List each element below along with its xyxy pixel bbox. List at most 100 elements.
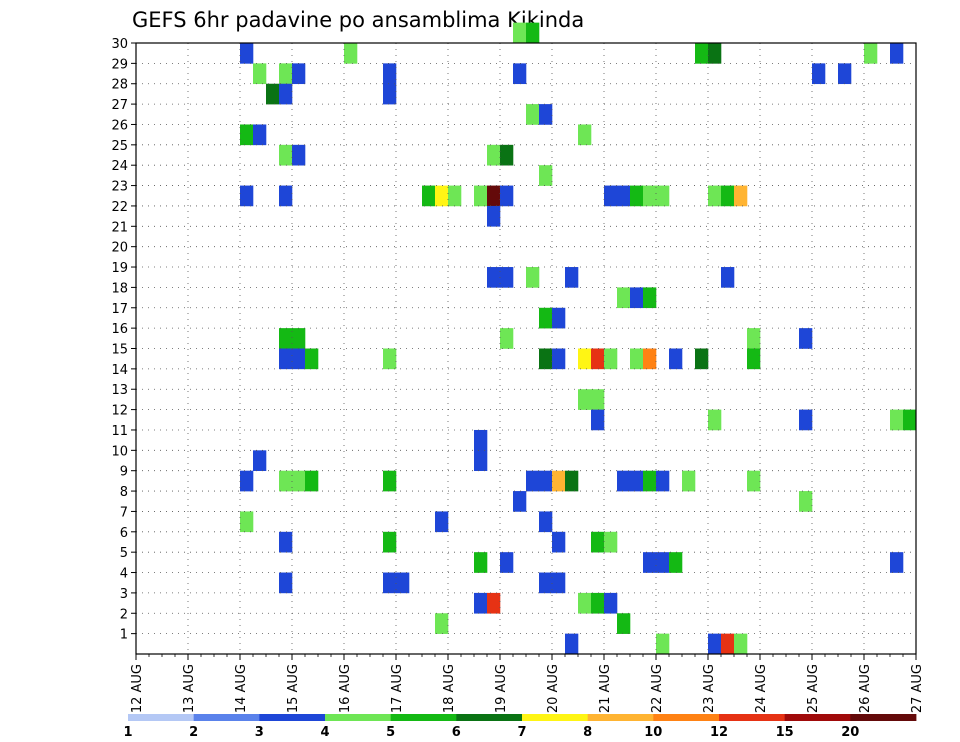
y-tick-label: 9 [120,465,128,480]
heatmap-cell [799,328,813,349]
y-tick-label: 4 [120,567,128,582]
y-tick-label: 28 [111,78,128,93]
y-tick-label: 23 [111,180,128,195]
heatmap-cell [292,348,306,370]
y-tick-label: 22 [111,200,128,215]
heatmap-cell [604,348,618,370]
heatmap-cell [305,470,319,492]
heatmap-cell [578,348,592,370]
x-tick-label: 23 AUG [702,664,717,713]
heatmap-cell [474,450,488,471]
colorbar-swatch [325,714,392,721]
heatmap-cell [539,470,553,492]
heatmap-cell [292,470,306,492]
x-tick-label: 25 AUG [806,664,821,713]
heatmap-cell [565,633,579,655]
heatmap-cell [474,552,488,573]
colorbar-label: 20 [841,725,859,740]
x-tick-label: 24 AUG [754,664,769,713]
x-tick-label: 12 AUG [130,664,145,713]
y-tick-label: 18 [111,281,128,296]
heatmap-cell [539,572,553,594]
y-tick-label: 24 [111,159,128,174]
colorbar-swatch [719,714,786,721]
heatmap-cell [643,185,657,207]
colorbar-label: 4 [320,725,329,740]
heatmap-cell [383,83,397,105]
heatmap-cell [448,185,462,207]
y-tick-label: 14 [111,363,128,378]
plot-grid [136,43,916,654]
heatmap-cell [539,307,553,329]
heatmap-cell [799,409,813,431]
heatmap-cell [240,124,254,146]
x-tick-label: 13 AUG [182,664,197,713]
colorbar-label: 2 [189,725,198,740]
heatmap-cell [708,633,722,655]
heatmap-cell [565,470,579,492]
y-tick-label: 6 [120,526,128,541]
heatmap-cell [630,470,644,492]
y-tick-label: 7 [120,505,128,520]
heatmap-cell [253,63,267,85]
heatmap-cell [656,633,670,655]
heatmap-cells [240,22,917,655]
heatmap-cell [487,592,501,614]
heatmap-cell [474,592,488,614]
heatmap-cell [383,348,397,370]
heatmap-cell [747,470,761,492]
heatmap-cell [903,409,917,431]
heatmap-cell [552,470,566,492]
chart-title: GEFS 6hr padavine po ansamblima Kikinda [132,8,584,32]
heatmap-cell [643,470,657,492]
x-tick-label: 27 AUG [910,664,925,713]
heatmap-cell [435,511,449,533]
y-tick-label: 16 [111,322,128,337]
colorbar-swatch [850,714,917,721]
y-tick-label: 3 [120,587,128,602]
heatmap-cell [526,470,540,492]
heatmap-cell [747,328,761,349]
colorbar-label: 12 [710,725,728,740]
heatmap-cell [279,63,293,85]
y-tick-label: 12 [111,404,128,419]
y-tick-label: 11 [111,424,128,439]
x-tick-label: 14 AUG [234,664,249,713]
heatmap-cell [539,165,553,186]
heatmap-cell [240,43,254,64]
heatmap-cell [643,552,657,573]
heatmap-cell [721,185,735,207]
x-axis: 12 AUG 13 AUG 14 AUG 15 AUG 16 AUG 17 AUG 18 A… [130,654,925,713]
heatmap-cell [292,144,306,166]
y-tick-label: 29 [111,57,128,72]
heatmap-cell [552,572,566,594]
heatmap-cell [539,348,553,370]
x-tick-label: 18 AUG [442,664,457,713]
heatmap-cell [578,124,592,146]
heatmap-cell [500,267,514,288]
heatmap-cell [695,43,709,64]
heatmap-cell [656,470,670,492]
heatmap-cell [344,43,358,64]
heatmap-cell [500,144,514,166]
heatmap-cell [513,22,527,44]
heatmap-cell [487,185,501,207]
heatmap-cell [643,348,657,370]
heatmap-cell [799,491,813,512]
heatmap-cell [552,307,566,329]
heatmap-cell [838,63,852,85]
heatmap-cell [526,267,540,288]
heatmap-cell [474,429,488,451]
heatmap-cell [539,511,553,533]
heatmap-cell [422,185,436,207]
colorbar-label: 7 [517,725,526,740]
heatmap-cell [474,185,488,207]
heatmap-cell [435,185,449,207]
heatmap-cell [591,348,605,370]
heatmap-cell [279,572,293,594]
y-tick-label: 19 [111,261,128,276]
heatmap-cell [279,531,293,553]
colorbar-swatch [653,714,720,721]
colorbar-legend: 1 2 3 4 5 6 7 8 10 12 15 20 [123,714,917,740]
x-tick-label: 22 AUG [650,664,665,713]
